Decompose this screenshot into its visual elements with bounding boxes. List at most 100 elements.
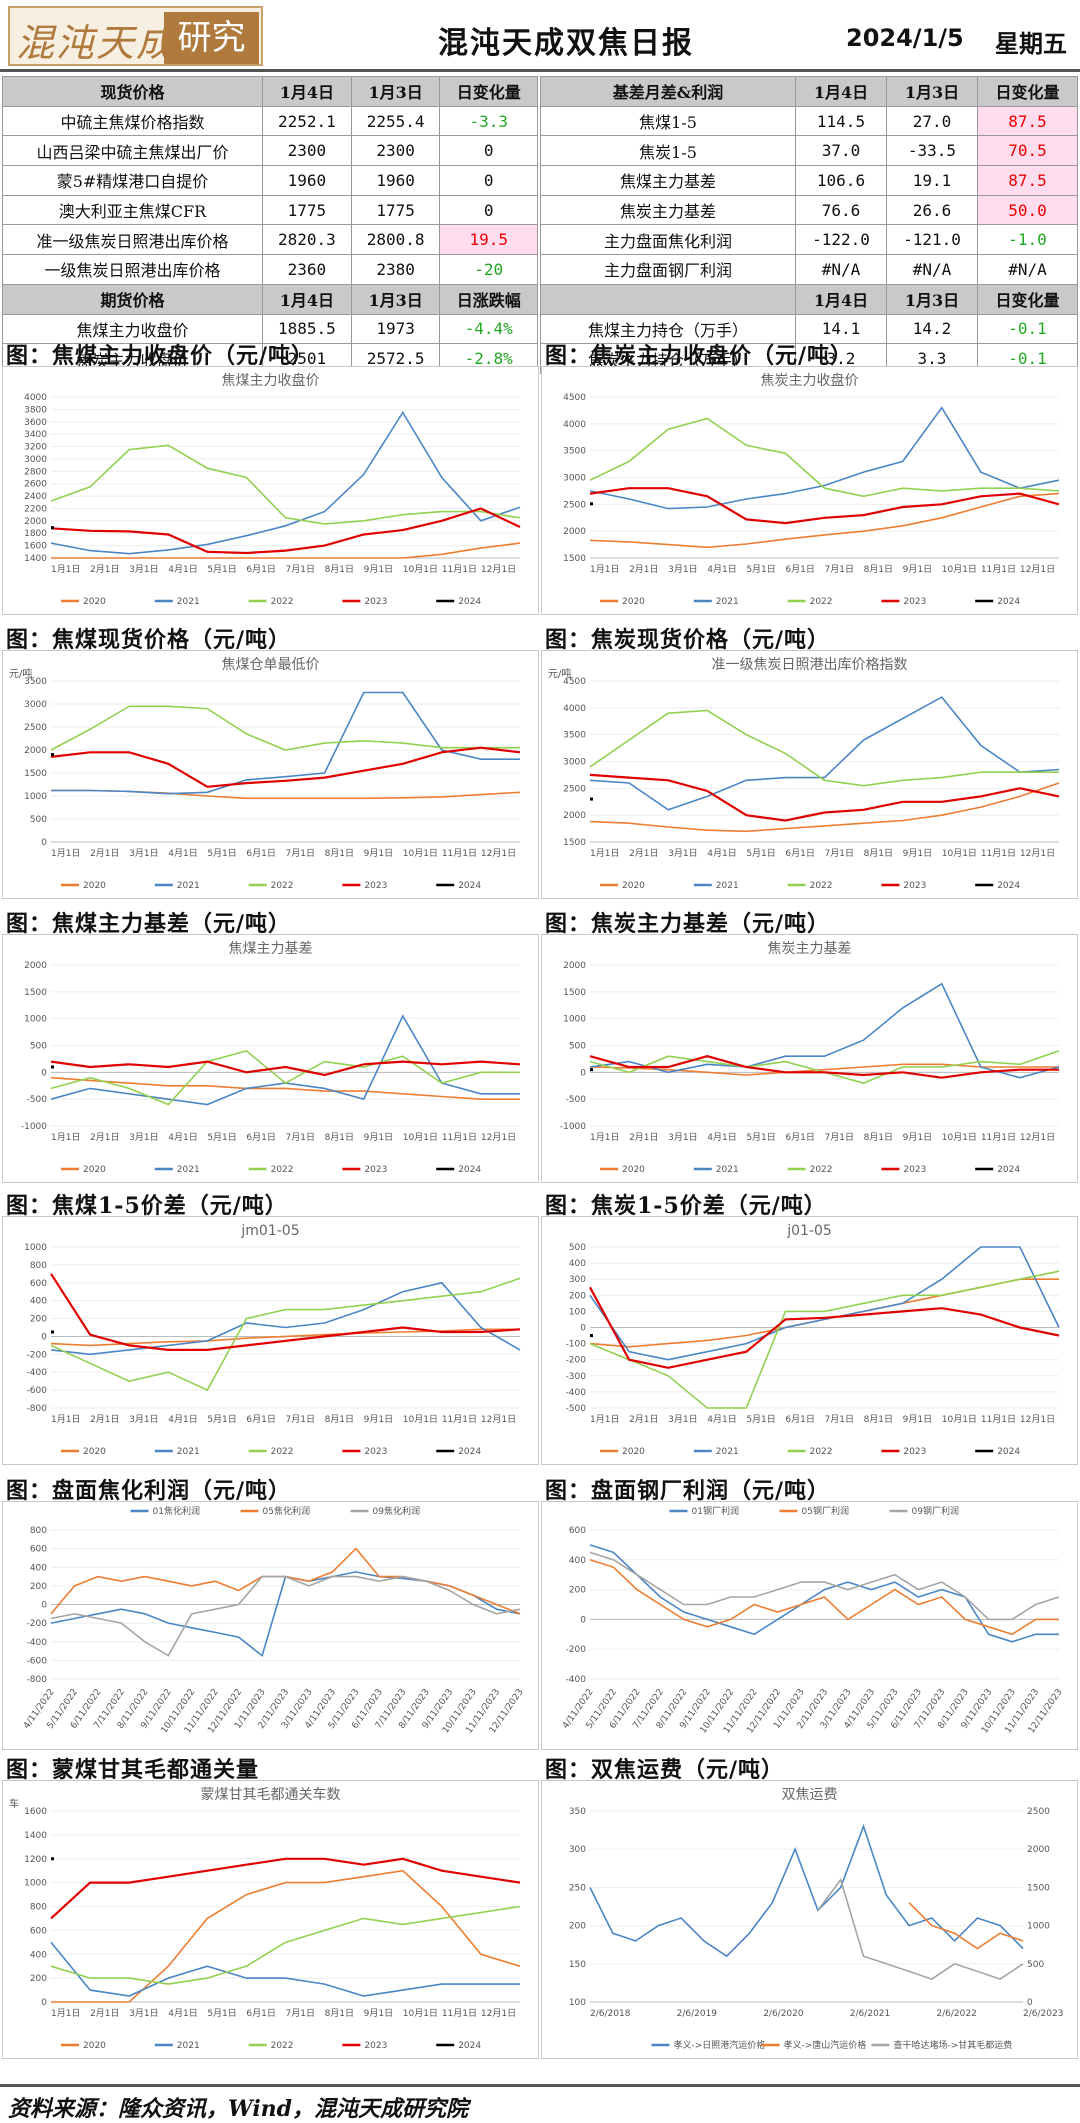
x-tick-label: 12月1日 [1020,1132,1055,1143]
chart-title: 焦煤仓单最低价 [222,657,320,673]
series-line [589,696,1060,811]
x-tick-label: 2月1日 [90,1414,119,1425]
row-value: 1973 [350,313,441,345]
y-tick-label: 3200 [24,443,47,453]
chart-svg: 焦煤主力收盘价 1400 1600 1800 2000 2200 2400 2600 2800 3… [24,372,521,607]
row-value: -0.1 [976,313,1079,345]
x-tick-label: 5月1日 [207,1132,236,1143]
table-header-cell: 基差月差&利润 [540,76,796,107]
table-header-cell: 1月4日 [262,283,352,315]
y-tick-label: 200 [569,1922,586,1932]
x-tick-label: 12月1日 [481,2008,516,2019]
x-tick-label: 1月1日 [51,564,80,575]
series-line [50,1277,521,1392]
x-tick-label: 8月1日 [864,1414,893,1425]
legend-label: 孝义->唐山汽运价格 [784,2039,867,2051]
x-tick-label: 2月1日 [90,848,119,859]
table-header-cell: 1月3日 [350,283,441,315]
series-line [51,691,520,795]
y-tick-label: 150 [569,1960,586,1970]
x-tick-label: 6月1日 [246,1414,275,1425]
series-line [50,1281,521,1356]
series-line [589,1055,1059,1079]
y-tick-label: 200 [30,1582,47,1592]
y-tick-label: 800 [30,1261,47,1271]
y-tick-label: 4000 [24,393,47,403]
legend-label: 2022 [271,1447,294,1457]
report-weekday: 星期五 [995,29,1067,58]
y-tick-label: 500 [569,1042,586,1052]
legend-label: 2024 [997,1165,1020,1175]
x-tick-label: 4月1日 [168,1132,197,1143]
row-value: -4.4% [439,313,538,345]
chart-section-title: 图：焦炭1-5价差（元/吨） [545,1193,827,1219]
y-tick-label: 1000 [24,1243,47,1253]
x-tick-label: 5月1日 [746,1414,775,1425]
series-line [589,417,1060,498]
table-row: 焦煤主力持仓（万手） 14.1 14.2 -0.1 [540,313,1079,345]
y-tick-label: 250 [569,1883,586,1893]
table-header-cell: 1月3日 [885,283,978,315]
y-tick-label: 3000 [24,700,47,710]
x-tick-label: 8月1日 [864,564,893,575]
x-tick-label: 10月1日 [942,1414,977,1425]
x-tick-label: 5月1日 [207,2008,236,2019]
x-tick-label: 5月1日 [746,564,775,575]
y-tick-label: 600 [30,1926,47,1936]
y-tick-label: 2500 [563,784,586,794]
x-tick-label: 11月1日 [442,564,477,575]
legend-label: 09焦化利润 [373,1505,420,1517]
legend-label: 2023 [903,881,926,891]
row-value: 2300 [350,135,441,167]
y-tick-label: 350 [569,1807,586,1817]
x-tick-label: 2/6/2018 [590,2009,631,2019]
y-tick-label: 1400 [24,1831,47,1841]
x-tick-label: 2/6/2022 [936,2009,976,2019]
legend-label: 2021 [177,597,200,607]
chart-title: 焦煤主力收盘价 [222,372,320,389]
row-label: 焦煤主力收盘价 [2,313,263,345]
legend-label: 2024 [997,881,1020,891]
legend-label: 查干哈达堵场->甘其毛都运费 [894,2039,1013,2051]
x-tick-label: 1月1日 [590,1414,619,1425]
chart-panel: -800 -600 -400 -200 0 200 400 600 800 4/11/2022 5/… [2,1501,539,1750]
y-tick-label: 3000 [563,474,586,484]
y-tick-label: 0 [41,1998,47,2008]
logo: 混沌天成 研究院 [8,6,263,110]
x-tick-label: 6月1日 [785,1132,814,1143]
y-tick-label: 2500 [24,723,47,733]
y-tick-label: -200 [566,1645,587,1655]
y-tick-label: 1600 [24,542,47,552]
series-line [50,410,521,555]
series-line [589,1823,1024,1958]
y-tick-label: 200 [30,1315,47,1325]
x-tick-label: 5月1日 [207,564,236,575]
row-value: -122.0 [795,224,887,256]
x-tick-label: 11月1日 [442,2008,477,2019]
chart-title: 焦炭主力收盘价 [761,372,859,389]
legend-label: 2020 [622,1165,645,1175]
x-tick-label: 8月1日 [864,848,893,859]
y-tick-label: 400 [30,1950,47,1960]
legend-label: 2022 [810,1447,833,1457]
x-tick-label: 9月1日 [364,2008,393,2019]
row-value: 50.0 [976,194,1079,226]
x-tick-label: 7月1日 [286,564,315,575]
row-value: 37.0 [795,135,887,167]
row-label: 准一级焦炭日照港出库价格 [2,224,263,256]
series-line [50,746,521,788]
series-line [50,444,521,525]
legend-label: 2022 [271,2041,294,2051]
legend-label: 2022 [271,597,294,607]
table-row: 蒙5#精煤港口自提价 1960 1960 0 [2,165,538,196]
y-tick-label: 500 [30,1042,47,1052]
x-tick-label: 5月1日 [207,848,236,859]
x-tick-label: 11月1日 [442,1414,477,1425]
x-tick-label: 7月1日 [286,2008,315,2019]
y-tick-label: 1500 [24,769,47,779]
y-axis-label: 元/吨 [9,667,32,680]
series-line [50,1273,521,1351]
series-line [589,406,1060,510]
y-tick-label: 1000 [24,1879,47,1889]
